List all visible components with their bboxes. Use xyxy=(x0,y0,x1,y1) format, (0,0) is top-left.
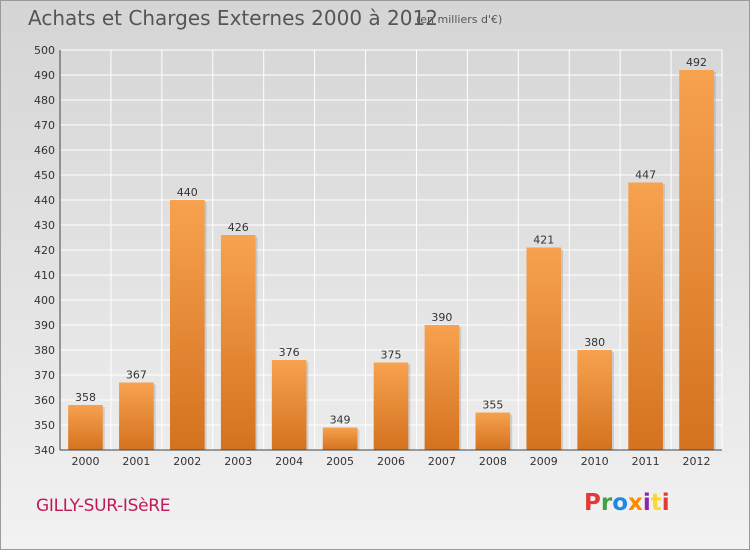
bar[interactable] xyxy=(322,427,358,451)
x-tick-label: 2011 xyxy=(632,455,660,468)
x-tick-label: 2002 xyxy=(173,455,201,468)
x-tick-label: 2003 xyxy=(224,455,252,468)
y-tick-label: 380 xyxy=(34,344,55,357)
bar[interactable] xyxy=(169,200,205,450)
bar[interactable] xyxy=(679,70,714,450)
y-tick-label: 460 xyxy=(34,144,55,157)
bar-value-label: 492 xyxy=(686,56,707,69)
x-tick-label: 2007 xyxy=(428,455,456,468)
logo-letter: r xyxy=(600,490,613,516)
x-tick-label: 2006 xyxy=(377,455,405,468)
bar[interactable] xyxy=(577,350,613,450)
logo-letter: i xyxy=(642,490,651,516)
y-tick-label: 410 xyxy=(34,269,55,282)
x-tick-label: 2012 xyxy=(683,455,711,468)
y-tick-label: 420 xyxy=(34,244,55,257)
y-tick-label: 430 xyxy=(34,219,55,232)
bar-value-label: 376 xyxy=(279,346,300,359)
bar-value-label: 447 xyxy=(635,169,656,182)
bar-value-label: 355 xyxy=(482,399,503,412)
y-tick-label: 440 xyxy=(34,194,55,207)
bar[interactable] xyxy=(271,360,307,450)
y-tick-label: 370 xyxy=(34,369,55,382)
bar-value-label: 380 xyxy=(584,336,605,349)
bar-value-label: 440 xyxy=(177,186,198,199)
bar[interactable] xyxy=(373,362,409,451)
logo-letter: x xyxy=(628,490,643,516)
bar-value-label: 358 xyxy=(75,391,96,404)
y-tick-label: 450 xyxy=(34,169,55,182)
proxiti-logo[interactable]: Proxiti xyxy=(584,490,670,516)
y-tick-label: 480 xyxy=(34,94,55,107)
commune-name: GILLY-SUR-ISèRE xyxy=(36,496,171,516)
y-tick-label: 390 xyxy=(34,319,55,332)
x-tick-label: 2004 xyxy=(275,455,303,468)
logo-letter: P xyxy=(584,490,601,516)
y-tick-label: 500 xyxy=(34,44,55,57)
axes: 340 350 360 370 380 390 400 410 420 430 440 450 460 4… xyxy=(34,44,722,468)
x-tick-label: 2001 xyxy=(122,455,150,468)
logo-letter: i xyxy=(661,490,670,516)
bar-value-label: 426 xyxy=(228,221,249,234)
bar[interactable] xyxy=(526,247,562,451)
y-tick-label: 350 xyxy=(34,419,55,432)
bar-value-label: 375 xyxy=(381,349,402,362)
logo-letter: o xyxy=(612,490,629,516)
bar[interactable] xyxy=(628,182,663,451)
bar-value-label: 349 xyxy=(330,414,351,427)
bar-value-label: 421 xyxy=(533,234,554,247)
bar[interactable] xyxy=(220,235,256,450)
chart-title: Achats et Charges Externes 2000 à 2012 xyxy=(28,6,438,30)
x-tick-label: 2000 xyxy=(71,455,99,468)
x-tick-label: 2010 xyxy=(581,455,609,468)
bar-value-label: 367 xyxy=(126,369,147,382)
y-tick-label: 470 xyxy=(34,119,55,132)
bars: 358 367 440 426 376 349 375 390 355 421 380 447 492 xyxy=(68,56,716,450)
x-tick-label: 2005 xyxy=(326,455,354,468)
logo-letter: t xyxy=(650,490,662,516)
y-tick-label: 340 xyxy=(34,444,55,457)
bar[interactable] xyxy=(68,405,103,450)
y-tick-label: 360 xyxy=(34,394,55,407)
bar[interactable] xyxy=(475,412,511,451)
chart-subtitle: (en milliers d'€) xyxy=(416,13,503,26)
y-tick-label: 400 xyxy=(34,294,55,307)
x-tick-label: 2008 xyxy=(479,455,507,468)
bar-value-label: 390 xyxy=(431,311,452,324)
bar[interactable] xyxy=(424,325,460,450)
bar[interactable] xyxy=(119,382,154,451)
x-tick-label: 2009 xyxy=(530,455,558,468)
y-tick-label: 490 xyxy=(34,69,55,82)
